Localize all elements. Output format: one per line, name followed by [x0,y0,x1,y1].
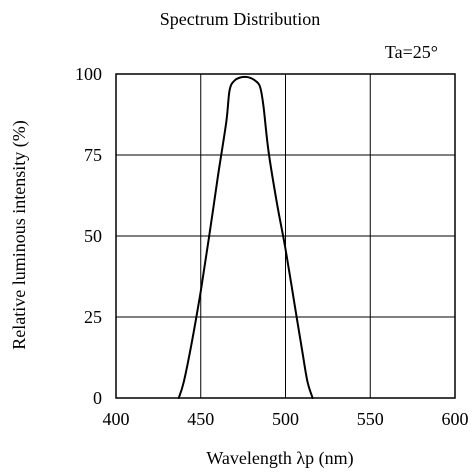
x-tick-label: 450 [187,409,214,429]
spectrum-curve [177,75,314,399]
y-tick-label: 100 [75,64,102,84]
y-tick-labels: 0 25 50 75 100 [75,64,102,408]
y-tick-label: 75 [84,145,102,165]
temperature-annotation: Ta=25° [385,42,438,62]
y-tick-label: 25 [84,307,102,327]
y-tick-label: 0 [93,388,102,408]
plot-frame [115,73,456,399]
x-tick-label: 550 [357,409,384,429]
x-tick-label: 400 [103,409,130,429]
y-axis-label: Relative luminous intensity (%) [9,120,30,349]
y-tick-label: 50 [84,226,102,246]
x-tick-label: 500 [272,409,299,429]
grid-lines [115,73,456,399]
x-tick-labels: 400 450 500 550 600 [103,409,469,429]
plot-area [115,73,456,399]
x-tick-label: 600 [442,409,469,429]
x-axis-label: Wavelength λp (nm) [206,448,353,469]
chart-title: Spectrum Distribution [160,9,321,29]
